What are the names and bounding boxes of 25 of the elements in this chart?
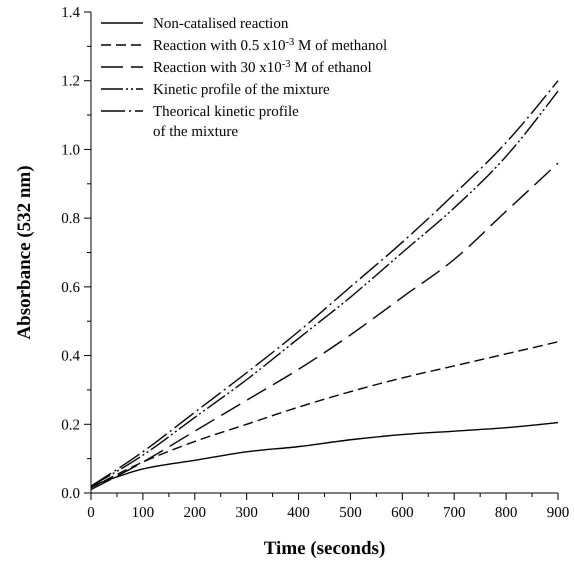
x-tick-label: 500	[339, 505, 362, 521]
x-tick-label: 400	[287, 505, 310, 521]
x-tick-label: 0	[87, 505, 95, 521]
x-tick-label: 600	[391, 505, 414, 521]
x-tick-label: 800	[494, 505, 518, 521]
legend-label: Reaction with 0.5 x10$^{-3}$ M of methanol	[153, 36, 388, 54]
y-tick-label: 1.4	[61, 5, 80, 21]
y-tick-label: 0.6	[61, 280, 80, 296]
x-tick-label: 900	[546, 505, 570, 521]
legend-label: Theorical kinetic profile of the mixture	[153, 104, 300, 140]
legend-label: Reaction with 30 x10$^{-3}$ M of ethanol	[153, 58, 372, 76]
legend-label: Non-catalised reaction	[153, 16, 289, 32]
x-tick-label: 200	[184, 505, 206, 521]
y-tick-label: 0.2	[61, 417, 80, 434]
y-tick-label: 1.0	[61, 142, 80, 158]
x-tick-label: 100	[132, 505, 154, 521]
y-axis-title: Absorbance (532 nm)	[14, 165, 35, 340]
x-axis-title: Time (seconds)	[264, 538, 386, 559]
x-tick-label: 700	[442, 505, 466, 521]
legend-label: Kinetic profile of the mixture	[153, 82, 330, 98]
y-tick-label: 1.2	[61, 74, 80, 90]
x-tick-label: 300	[235, 505, 258, 521]
y-tick-label: 0.0	[61, 486, 80, 502]
y-tick-label: 0.4	[61, 348, 80, 365]
y-tick-label: 0.8	[61, 211, 80, 228]
